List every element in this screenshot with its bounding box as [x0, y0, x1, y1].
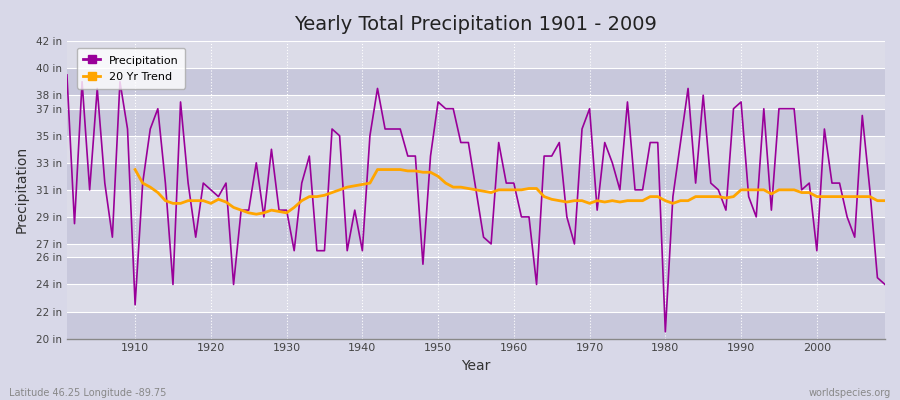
Bar	[67, 95, 885, 109]
Bar	[67, 312, 885, 338]
Y-axis label: Precipitation: Precipitation	[15, 146, 29, 234]
Text: worldspecies.org: worldspecies.org	[809, 388, 891, 398]
Bar	[67, 68, 885, 95]
Bar	[67, 284, 885, 312]
Bar	[67, 258, 885, 284]
Text: Latitude 46.25 Longitude -89.75: Latitude 46.25 Longitude -89.75	[9, 388, 166, 398]
Bar	[67, 244, 885, 258]
Bar	[67, 136, 885, 163]
Bar	[67, 217, 885, 244]
Title: Yearly Total Precipitation 1901 - 2009: Yearly Total Precipitation 1901 - 2009	[294, 15, 657, 34]
Bar	[67, 109, 885, 136]
Legend: Precipitation, 20 Yr Trend: Precipitation, 20 Yr Trend	[76, 48, 185, 88]
X-axis label: Year: Year	[462, 359, 490, 373]
Bar	[67, 41, 885, 68]
Bar	[67, 190, 885, 217]
Bar	[67, 163, 885, 190]
